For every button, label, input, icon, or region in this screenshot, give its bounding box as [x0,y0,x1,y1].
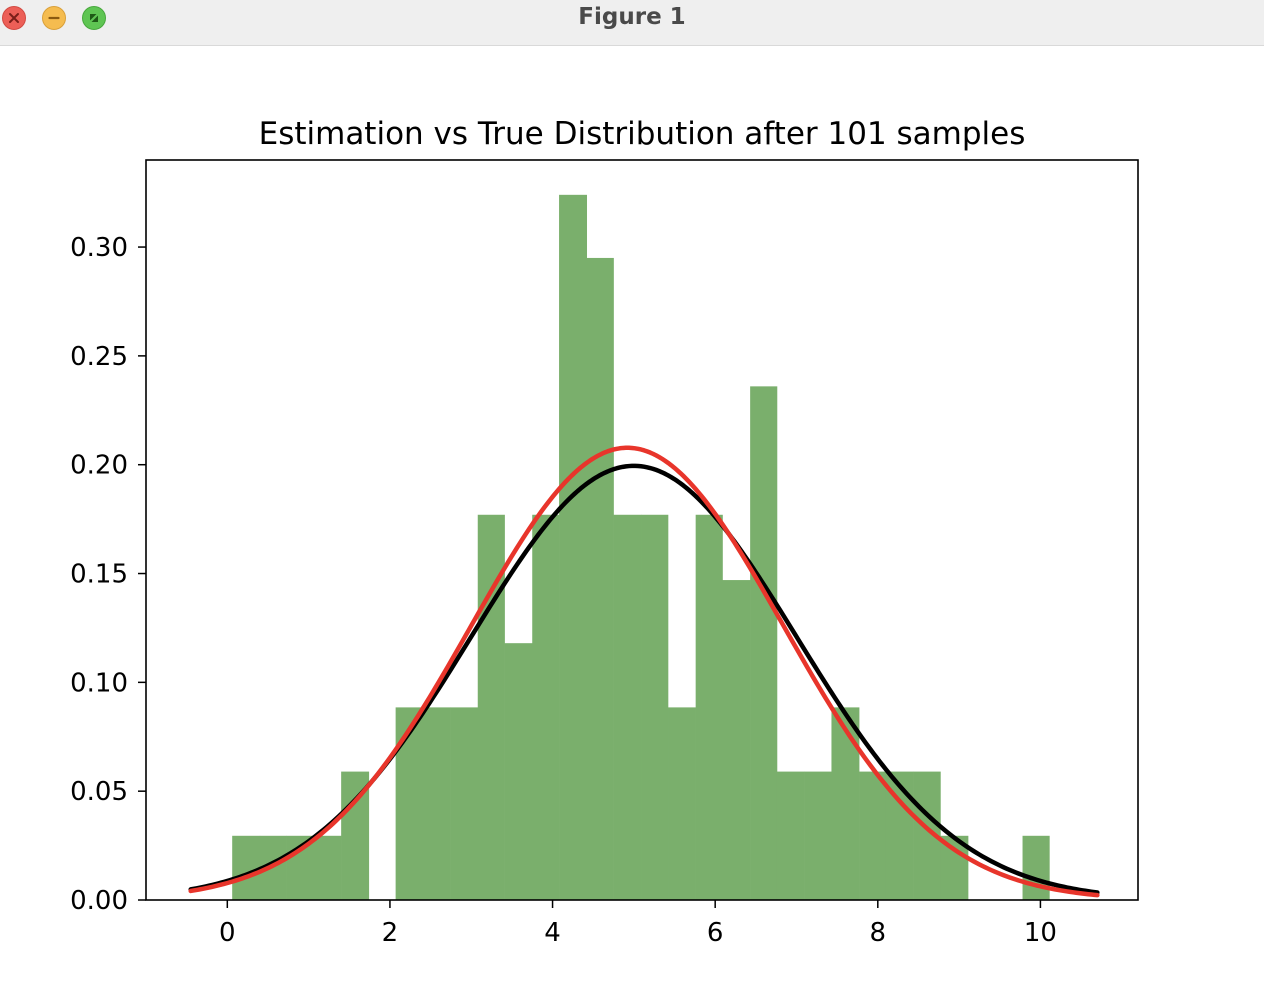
y-tick-label: 0.10 [70,668,128,698]
y-tick-label: 0.15 [70,560,128,590]
histogram-bar [232,835,261,900]
x-tick-label: 4 [544,918,561,948]
histogram-bar [722,580,751,900]
figure-canvas: 0 2 4 6 8 10 0.00 0.05 0.10 0.15 0.20 0.25 0.30 Est… [0,46,1264,994]
histogram-bar [804,771,832,900]
x-axis: 0 2 4 6 8 10 [219,900,1057,948]
histogram-bar [750,386,778,901]
histogram-bar [532,514,560,900]
histogram-bar [314,835,342,900]
histogram-bar [586,257,614,900]
histogram-bar [1022,835,1050,900]
zoom-icon [90,14,98,22]
x-tick-label: 6 [707,918,724,948]
histogram-bar [395,707,424,900]
close-button[interactable] [2,6,26,30]
histogram-bar [668,707,696,900]
title-bar: Figure 1 [0,0,1264,46]
x-tick-label: 10 [1024,918,1057,948]
density-curves [188,445,1100,898]
histogram-bar [450,707,479,900]
zoom-button[interactable] [82,6,106,30]
estimated-distribution-line [188,445,1100,898]
x-tick-label: 0 [219,918,236,948]
y-tick-label: 0.00 [70,886,128,916]
minimize-icon [48,16,60,20]
y-tick-label: 0.20 [70,451,128,481]
chart-title: Estimation vs True Distribution after 10… [259,116,1026,152]
histogram-bar [695,514,723,900]
histogram-chart: 0 2 4 6 8 10 0.00 0.05 0.10 0.15 0.20 0.25 0.30 Est… [70,116,1139,948]
axes-frame [145,159,1139,901]
histogram-bar [504,643,533,900]
x-tick-label: 2 [382,918,399,948]
histogram-bar [831,707,860,900]
y-axis: 0.00 0.05 0.10 0.15 0.20 0.25 0.30 [70,233,146,916]
y-tick-label: 0.05 [70,777,128,807]
window-title: Figure 1 [578,4,686,30]
histogram-bar [423,707,451,900]
histogram-bar [641,514,669,900]
x-tick-label: 8 [870,918,887,948]
close-icon [9,13,19,23]
histogram-bar [613,514,642,900]
histogram-bar [776,771,805,900]
histogram-bar [559,194,588,900]
y-tick-label: 0.25 [70,342,128,372]
histogram-bar [859,771,887,900]
y-tick-label: 0.30 [70,233,128,263]
minimize-button[interactable] [42,6,66,30]
histogram-bars [232,194,1050,901]
